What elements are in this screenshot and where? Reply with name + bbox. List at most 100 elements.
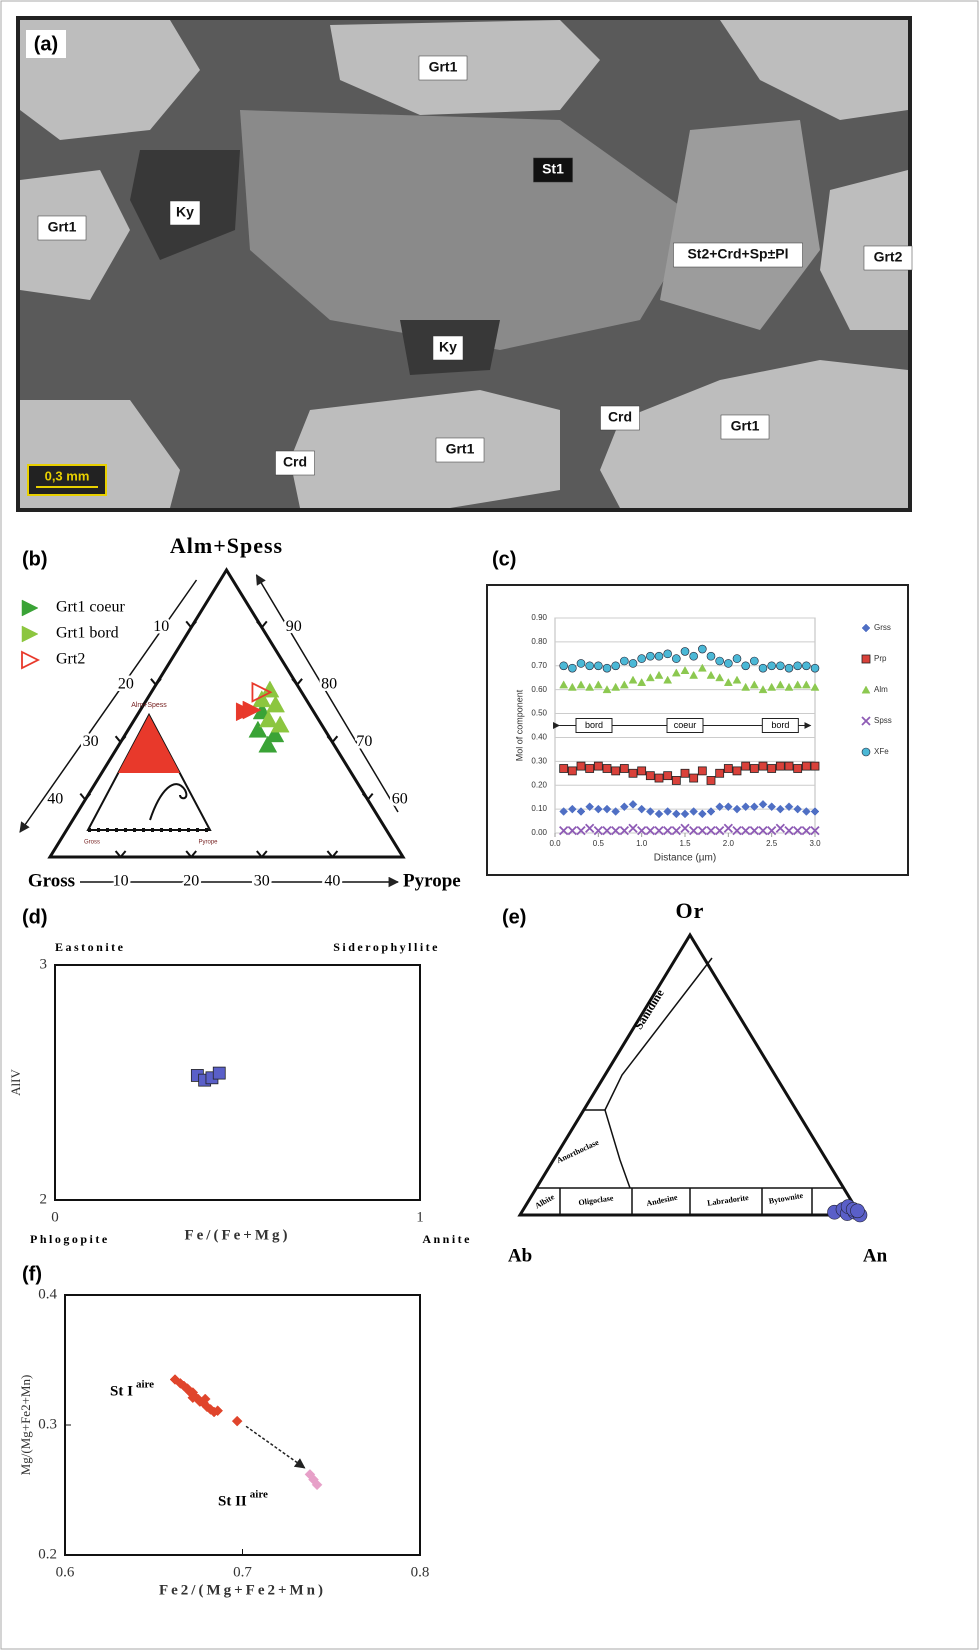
panel-label: (c): [492, 548, 516, 570]
data-point: [576, 659, 586, 668]
data-point: [663, 825, 673, 836]
x-tick-label: 0: [51, 1209, 59, 1225]
data-point: [749, 802, 759, 812]
panel-label: (f): [22, 1263, 42, 1285]
tick-label: 20: [118, 675, 134, 692]
data-point: [645, 825, 655, 836]
tick-label: 80: [321, 675, 337, 692]
legend-label: Grss: [874, 623, 891, 632]
data-point: [671, 825, 681, 836]
inset-label: Pyrope: [198, 840, 218, 846]
data-point: [270, 715, 290, 733]
data-point: [732, 675, 742, 684]
tick-label: 60: [392, 790, 408, 807]
y-axis-label: AlIV: [8, 1069, 23, 1096]
data-point: [801, 825, 811, 836]
annotation-sup: aire: [250, 1489, 268, 1501]
data-point: [801, 680, 811, 689]
data-point: [698, 644, 707, 654]
data-point: [628, 659, 638, 668]
data-point: [758, 825, 768, 836]
data-point: [559, 680, 569, 689]
data-point: [810, 682, 820, 691]
data-point: [231, 1415, 243, 1427]
data-point: [750, 656, 759, 666]
data-point: [576, 825, 586, 836]
data-point: [680, 823, 690, 833]
y-tick-label: 0.80: [531, 637, 547, 646]
x-tick-label: 3.0: [809, 839, 821, 848]
data-point: [723, 764, 733, 773]
legend-marker: [21, 625, 39, 643]
data-point: [732, 654, 742, 663]
corner-label: An: [863, 1245, 888, 1266]
x-tick-label: 1.0: [636, 839, 648, 848]
data-point: [732, 766, 742, 776]
data-point: [810, 825, 820, 836]
data-point: [637, 677, 647, 686]
data-point: [758, 663, 768, 673]
legend-marker: [21, 650, 41, 670]
data-point: [741, 661, 750, 671]
data-point: [646, 651, 655, 661]
data-point: [741, 825, 751, 836]
annotation-box: [575, 718, 613, 733]
corner-label: Ab: [508, 1245, 532, 1266]
y-tick-label: 0.40: [531, 733, 547, 742]
data-point: [311, 1479, 323, 1491]
data-point: [645, 807, 655, 816]
data-point: [568, 663, 577, 673]
y-tick-label: 3: [40, 956, 48, 972]
x-axis-label: Fe/(Fe+Mg): [184, 1227, 290, 1243]
data-point: [723, 677, 733, 686]
data-point: [619, 680, 629, 689]
data-point: [784, 761, 794, 771]
data-point: [697, 663, 707, 672]
data-point: [265, 725, 285, 743]
y-tick-label: 0.00: [531, 828, 547, 837]
tick-label: 90: [286, 618, 302, 635]
legend-marker: [21, 599, 39, 617]
x-tick-label: 0.8: [411, 1564, 430, 1580]
data-point: [680, 809, 690, 819]
data-point: [758, 685, 768, 694]
data-point: [611, 766, 621, 776]
corner-label: Gross: [28, 870, 75, 891]
y-tick-label: 0.3: [38, 1416, 57, 1432]
y-axis-label: Mol of component: [514, 689, 524, 761]
data-point: [680, 647, 690, 656]
tick-mark: [185, 620, 197, 629]
label-box: [720, 414, 770, 440]
data-point: [810, 807, 820, 816]
data-point: [784, 682, 794, 691]
data-point: [259, 710, 278, 728]
data-point: [715, 656, 724, 666]
x-tick-label: 0.7: [233, 1564, 252, 1580]
annotation-sup: aire: [136, 1379, 154, 1391]
data-point: [199, 1393, 211, 1405]
region-label: Crd: [283, 454, 307, 470]
phase-st1: [240, 110, 700, 350]
data-point: [602, 825, 612, 836]
data-point: [593, 680, 603, 689]
annotation: bord: [585, 720, 603, 730]
data-point: [611, 661, 620, 671]
panel-label: (b): [22, 548, 48, 570]
data-point: [671, 776, 681, 785]
tick-label: 40: [47, 790, 63, 807]
region-label: Grt1: [446, 441, 475, 457]
data-point: [567, 825, 577, 836]
data-point: [706, 776, 716, 785]
tick-label: 30: [83, 733, 99, 750]
data-point: [585, 764, 595, 773]
micrograph: (a) 0,3 mm: [16, 16, 912, 512]
data-point: [593, 761, 603, 771]
y-tick-label: 0.20: [531, 780, 547, 789]
data-point: [706, 825, 716, 836]
data-point: [689, 651, 698, 661]
corner-label: Siderophyllite: [333, 940, 440, 954]
legend-marker: [861, 623, 871, 633]
data-point: [697, 809, 707, 819]
data-point: [741, 802, 751, 812]
data-point: [767, 825, 777, 836]
